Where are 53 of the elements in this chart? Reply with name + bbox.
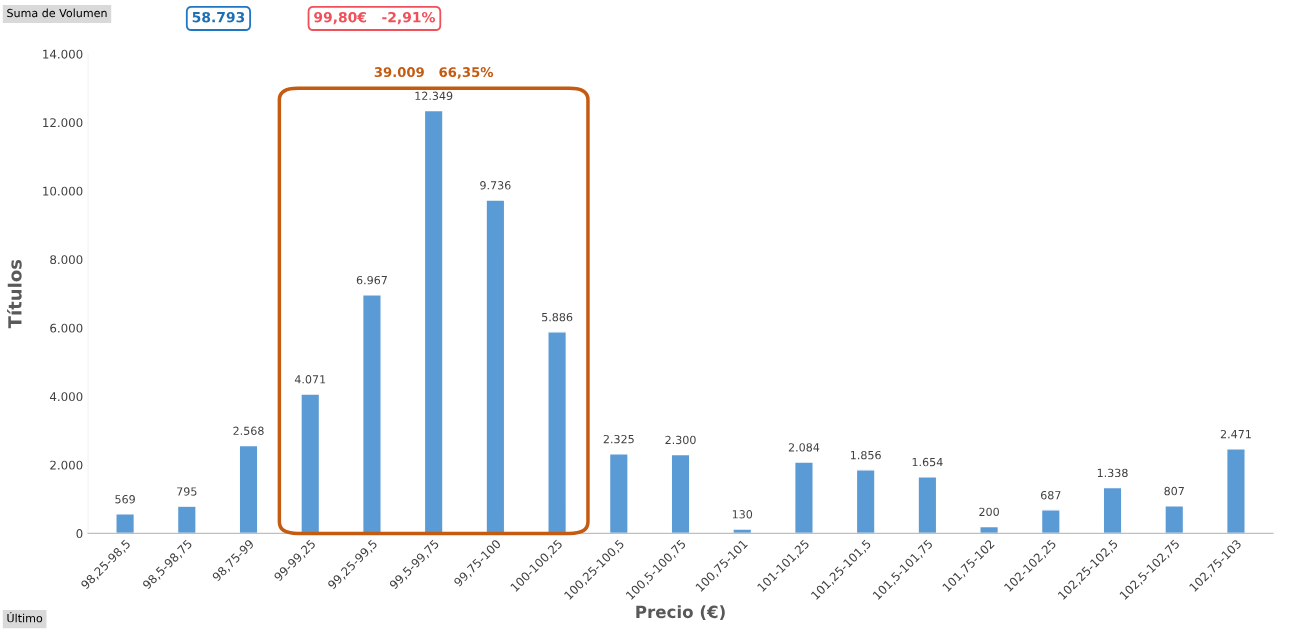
bar — [1164, 505, 1185, 534]
y-tick-label: 14.000 — [43, 49, 83, 59]
data-label: 2.084 — [788, 443, 820, 452]
bar — [608, 453, 629, 534]
data-label: 2.300 — [665, 435, 696, 445]
bar — [485, 199, 506, 534]
data-label: 5.886 — [542, 312, 573, 322]
bar — [1226, 448, 1246, 534]
data-label: 795 — [177, 487, 197, 496]
data-label: 4.071 — [294, 375, 326, 384]
y-tick-label: 10.000 — [43, 186, 83, 196]
bar — [547, 331, 568, 534]
text: Último — [7, 611, 43, 623]
bar — [176, 505, 197, 534]
y-tick-label: 4.000 — [49, 392, 83, 402]
bar — [1040, 509, 1061, 534]
data-label: 1.654 — [912, 457, 943, 467]
y-tick-label: 2.000 — [50, 460, 83, 470]
data-label: 807 — [1164, 486, 1184, 496]
y-tick-label: 6.000 — [50, 323, 83, 333]
bar — [238, 444, 259, 534]
bar — [855, 469, 876, 534]
data-label: 2.325 — [603, 434, 634, 444]
data-label: 687 — [1040, 490, 1061, 500]
bar — [1102, 486, 1123, 534]
text: Suma de Volumen — [7, 8, 107, 18]
data-label: 569 — [115, 495, 135, 504]
bar — [115, 513, 136, 534]
annotation: 39.009 66,35% — [374, 67, 494, 79]
y-tick-label: 8.000 — [50, 255, 83, 265]
bar — [423, 109, 444, 534]
y-tick-label: 0 — [76, 529, 83, 539]
data-label: 200 — [979, 507, 999, 517]
data-label: 1.856 — [850, 450, 881, 460]
bar — [732, 528, 753, 534]
data-label: 1.338 — [1097, 468, 1128, 478]
data-label: 2.471 — [1220, 429, 1251, 439]
bar — [670, 453, 691, 534]
y-tick-label: 12.000 — [43, 118, 83, 128]
bar — [917, 476, 938, 534]
x-axis-title: Precio (€) — [636, 605, 725, 621]
text: 58.793 — [192, 11, 245, 23]
data-label: 130 — [732, 510, 753, 519]
bar — [979, 525, 1000, 534]
data-label: 9.736 — [480, 181, 511, 190]
y-axis-title: Títulos — [7, 259, 22, 329]
bar — [793, 461, 814, 534]
text: 99,80€ -2,91% — [314, 11, 435, 25]
bar — [361, 294, 382, 534]
data-label: 2.568 — [233, 426, 264, 435]
bar — [300, 393, 321, 534]
data-label: 12.349 — [415, 91, 453, 101]
data-label: 6.967 — [356, 275, 387, 285]
